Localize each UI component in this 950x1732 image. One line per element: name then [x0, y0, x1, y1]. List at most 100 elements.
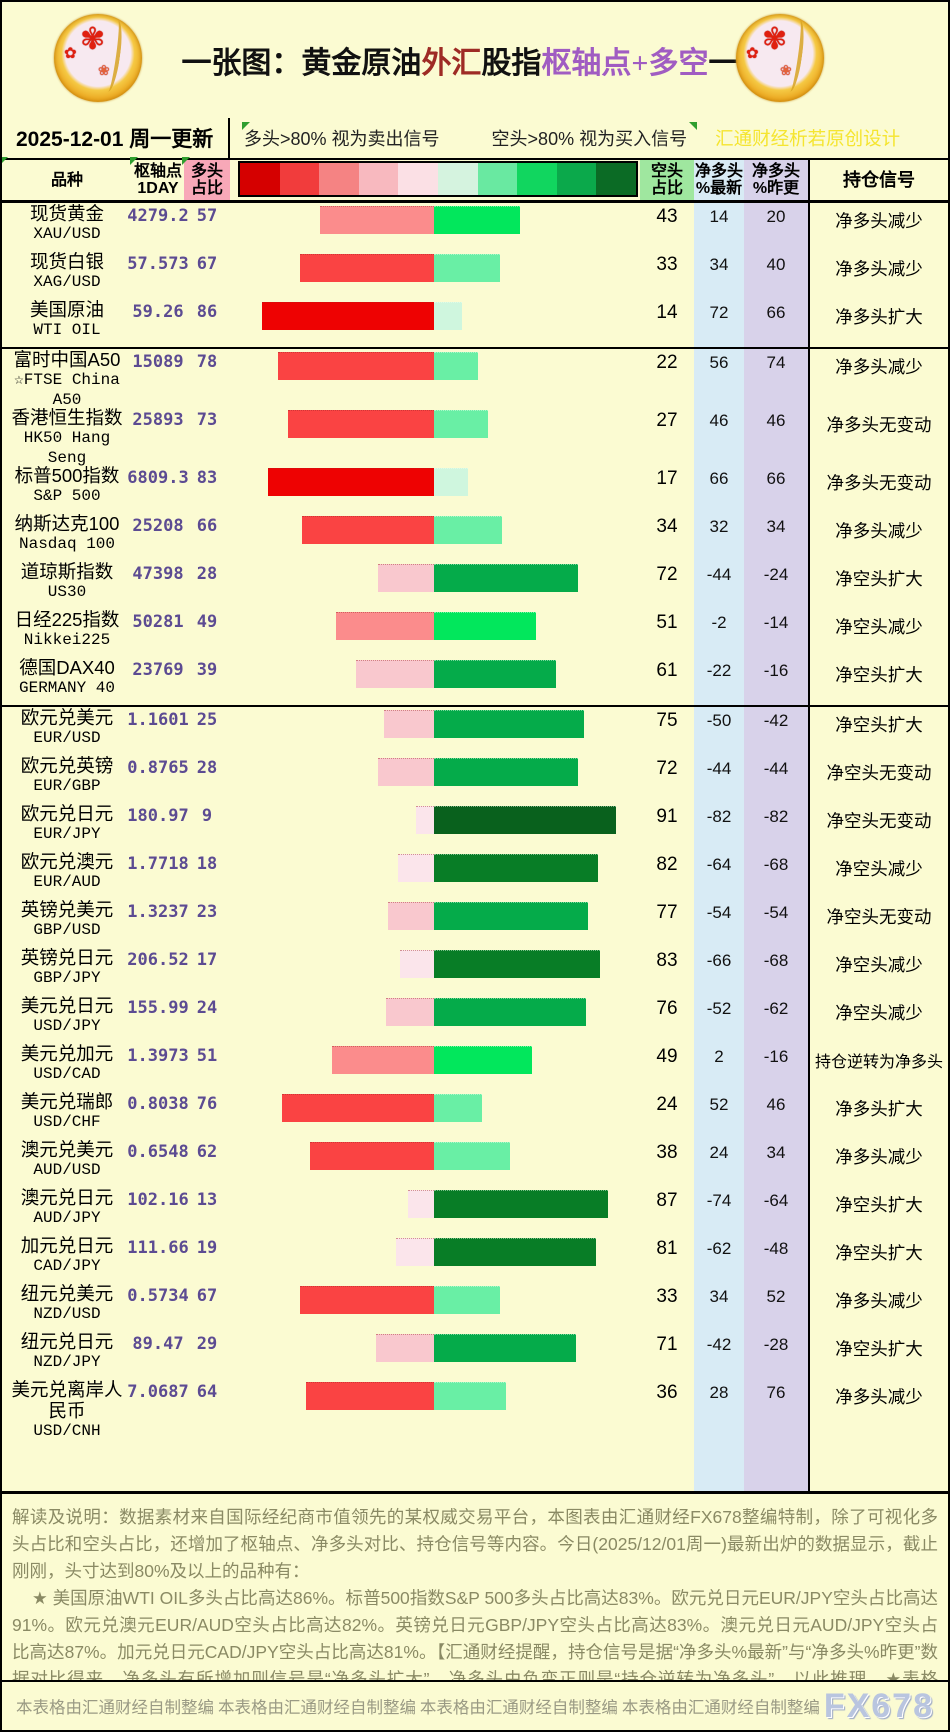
- product-name-line: USD/CNH: [33, 1422, 101, 1440]
- long-short-bar: [230, 947, 640, 995]
- short-bar: [434, 660, 556, 688]
- net-long-latest: 56: [694, 349, 744, 407]
- product-name: 德国DAX40 GERMANY 40: [2, 657, 132, 705]
- table-row: 美元兑瑞郎 USD/CHF 0.8038 76 24 52 46 净多头扩大: [2, 1091, 948, 1139]
- product-name-cn: 澳元兑美元: [20, 1139, 114, 1160]
- position-signal: 净多头扩大: [808, 1091, 948, 1139]
- short-bar: [434, 302, 462, 330]
- short-threshold-note: 空头>80% 视为买入信号: [492, 122, 698, 151]
- product-name-line: NZD/USD: [33, 1305, 101, 1323]
- product-name: 香港恒生指数 HK50 Hang Seng: [2, 407, 132, 467]
- long-short-bar: [230, 1235, 640, 1283]
- long-short-bar: [230, 657, 640, 705]
- short-bar: [434, 516, 502, 544]
- legend-color-block: [319, 163, 359, 195]
- short-bar: [434, 1094, 482, 1122]
- long-bar: [384, 710, 434, 738]
- product-name-cn: 德国DAX40: [19, 657, 115, 678]
- product-name-line: EUR/USD: [33, 729, 101, 747]
- net-long-prev: -68: [744, 851, 808, 899]
- short-bar: [434, 564, 578, 592]
- long-pct-value: 76: [196, 1094, 218, 1114]
- pivot-value: 1.3237: [127, 902, 189, 922]
- position-signal: 净空头扩大: [808, 1187, 948, 1235]
- long-bar: [396, 1238, 434, 1266]
- net-long-prev: -42: [744, 707, 808, 755]
- title-part-purple: 枢轴点+多空: [541, 47, 709, 80]
- short-pct-value: 76: [656, 998, 678, 1019]
- product-name-line: S&P 500: [33, 487, 101, 505]
- product-name-cn: 标普500指数: [14, 465, 120, 486]
- long-pct-value: 28: [196, 758, 218, 778]
- long-pct-value: 23: [196, 902, 218, 922]
- net-long-latest: -22: [694, 657, 744, 705]
- product-name-line: EUR/GBP: [33, 777, 101, 795]
- short-bar: [434, 902, 588, 930]
- long-short-bar: [230, 465, 640, 513]
- update-date: 2025-12-01 周一更新: [16, 128, 214, 151]
- net-long-latest: 72: [694, 299, 744, 347]
- short-bar: [434, 1286, 500, 1314]
- product-name: 纽元兑日元 NZD/JPY: [2, 1331, 132, 1379]
- long-pct-value: 62: [196, 1142, 218, 1162]
- legend-color-block: [556, 163, 597, 195]
- position-signal: 净空头减少: [808, 995, 948, 1043]
- position-signal: 净多头扩大: [808, 299, 948, 347]
- pivot-value: 1.3973: [127, 1046, 189, 1066]
- net-long-latest: -62: [694, 1235, 744, 1283]
- table-row: 美元兑离岸人 民币 USD/CNH 7.0687 64 36 28 76 净多头减少: [2, 1379, 948, 1491]
- long-pct-value: 18: [196, 854, 218, 874]
- table-row: 纽元兑日元 NZD/JPY 89.47 29 71 -42 -28 净空头扩大: [2, 1331, 948, 1379]
- position-signal: 净多头无变动: [808, 465, 948, 513]
- position-signal: 净空头减少: [808, 851, 948, 899]
- col-header-product: 品种: [2, 157, 132, 200]
- long-short-bar: [230, 707, 640, 755]
- short-bar: [434, 710, 584, 738]
- legend-color-block: [437, 163, 478, 195]
- long-short-bar: [230, 1091, 640, 1139]
- net-long-latest: 14: [694, 203, 744, 251]
- comment-marker: [242, 122, 250, 130]
- product-name-line: EUR/AUD: [33, 873, 101, 891]
- product-name-cn: 道琼斯指数: [20, 561, 114, 582]
- legend-color-block: [279, 163, 320, 195]
- net-long-latest: -50: [694, 707, 744, 755]
- short-bar: [434, 1382, 506, 1410]
- product-name: 纳斯达克100 Nasdaq 100: [2, 513, 132, 561]
- long-short-bar: [230, 803, 640, 851]
- short-pct-value: 71: [656, 1334, 678, 1355]
- pivot-value: 6809.3: [127, 468, 189, 488]
- product-name-cn: 欧元兑澳元: [20, 851, 114, 872]
- col-header-pivot: 枢轴点 1DAY: [130, 157, 184, 200]
- position-signal: 净多头无变动: [808, 407, 948, 465]
- long-short-bar: [230, 349, 640, 407]
- plum-blossom-icon: ✿: [746, 45, 759, 62]
- product-name-cn: 美元兑日元: [20, 995, 114, 1016]
- long-pct-value: 24: [196, 998, 218, 1018]
- long-short-bar: [230, 203, 640, 251]
- date-row: 2025-12-01 周一更新 多头>80% 视为卖出信号 空头>80% 视为买…: [2, 118, 948, 160]
- table-row: 加元兑日元 CAD/JPY 111.66 19 81 -62 -48 净空头扩大: [2, 1235, 948, 1283]
- footer-paragraph: 解读及说明：数据素材来自国际经纪商市值领先的某权威交易平台，本图表由汇通财经FX…: [12, 1507, 938, 1581]
- legend-color-scale: [230, 160, 640, 200]
- product-name-line: EUR/JPY: [33, 825, 101, 843]
- position-signal: 净多头减少: [808, 1379, 948, 1491]
- short-pct-value: 17: [656, 468, 678, 489]
- position-signal: 净空头无变动: [808, 899, 948, 947]
- position-signal: 净多头减少: [808, 513, 948, 561]
- position-signal: 净空头扩大: [808, 657, 948, 705]
- net-long-prev: -82: [744, 803, 808, 851]
- product-name-cn: 英镑兑日元: [20, 947, 114, 968]
- short-pct-value: 75: [656, 710, 678, 731]
- position-signal: 净空头扩大: [808, 1235, 948, 1283]
- product-name-line: Seng: [47, 449, 87, 467]
- short-pct-value: 38: [656, 1142, 678, 1163]
- table-credit: 本表格由汇通财经自制整编: [217, 1699, 416, 1717]
- net-long-prev: -16: [744, 657, 808, 705]
- legend-color-block: [477, 163, 518, 195]
- short-bar: [434, 950, 600, 978]
- net-long-latest: 52: [694, 1091, 744, 1139]
- product-name-line: 民币: [48, 1400, 86, 1421]
- table-row: 现货黄金 XAU/USD 4279.2 57 43 14 20 净多头减少: [2, 203, 948, 251]
- short-pct-value: 51: [656, 612, 678, 633]
